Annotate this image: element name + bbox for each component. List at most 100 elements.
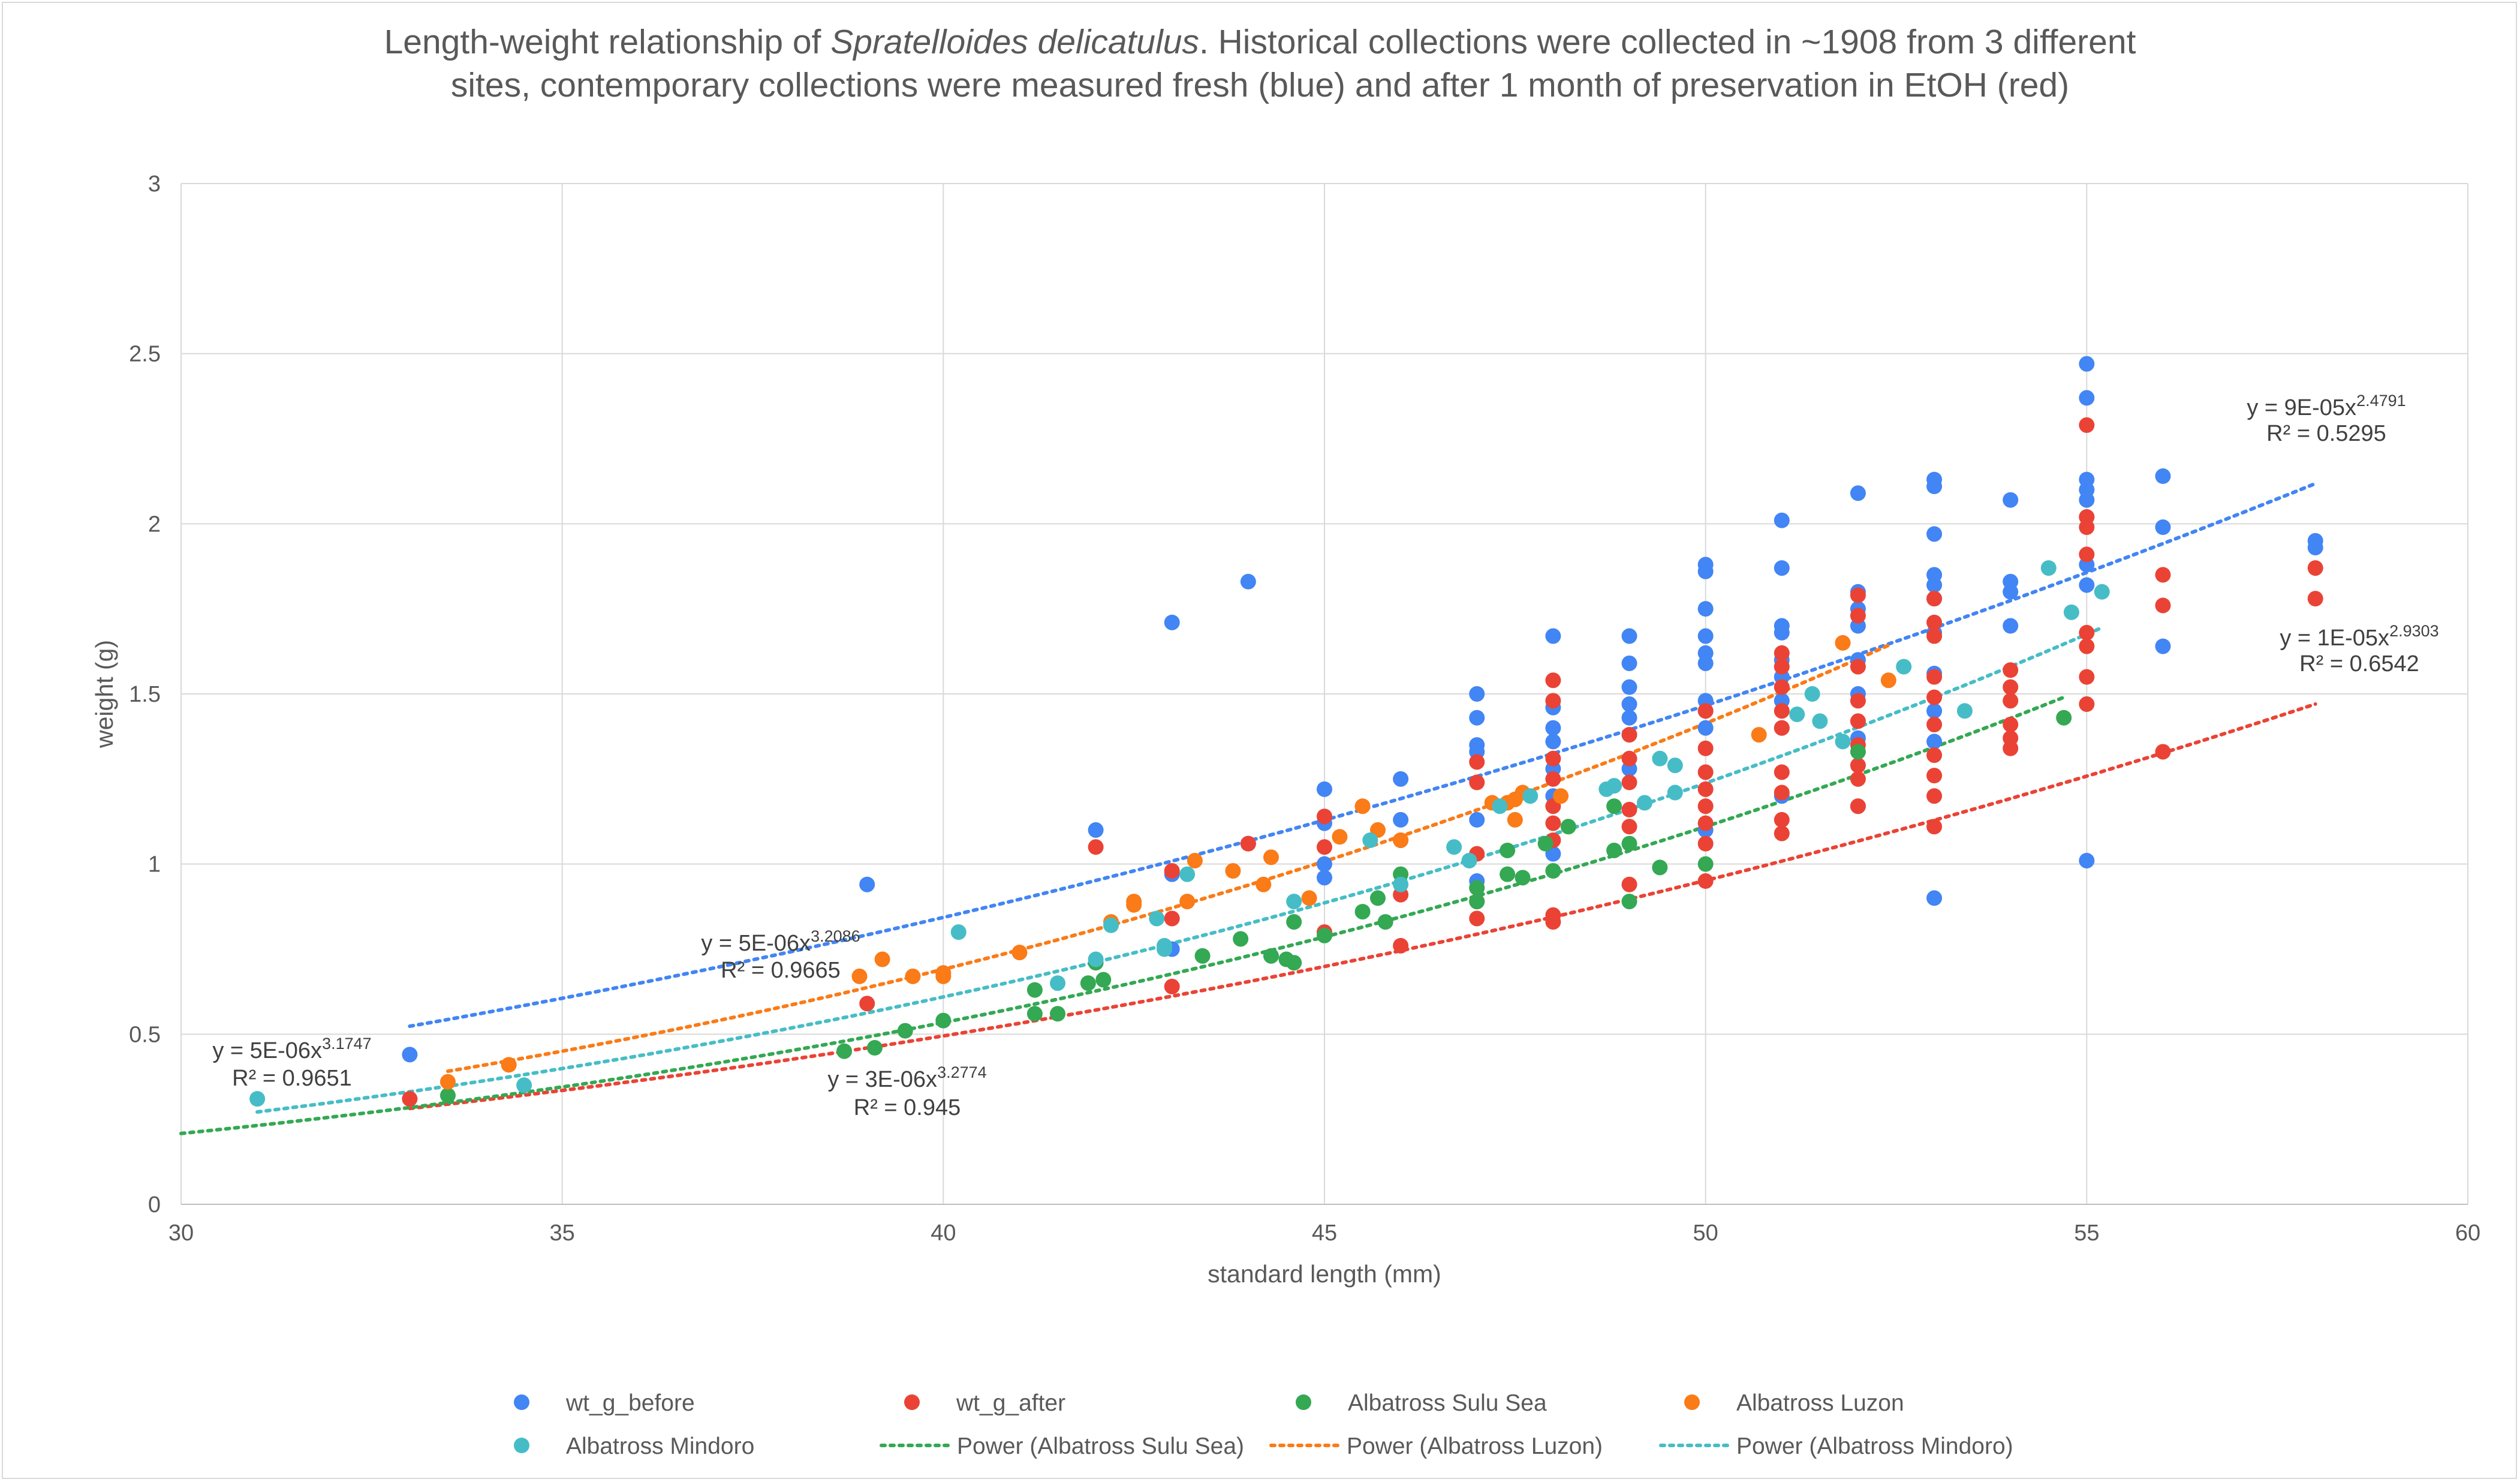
data-point [1774, 825, 1790, 841]
data-point [1469, 774, 1485, 790]
data-point [1545, 628, 1561, 644]
data-point [1240, 835, 1256, 852]
data-point [1621, 835, 1637, 852]
data-point [1621, 750, 1637, 766]
data-point [1469, 894, 1485, 910]
data-point [1354, 798, 1371, 814]
data-point [836, 1043, 853, 1059]
x-tick-label: 50 [1693, 1221, 1718, 1246]
legend-label: Albatross Sulu Sea [1348, 1390, 1547, 1416]
data-point [2155, 638, 2171, 654]
data-point [1850, 771, 1866, 787]
data-point [1545, 672, 1561, 689]
data-point [1774, 560, 1790, 576]
equation-exponent: 2.9303 [2389, 622, 2439, 640]
data-point [2003, 717, 2019, 733]
data-point [1354, 904, 1371, 920]
data-point [2003, 492, 2019, 508]
trendline-r-squared: R² = 0.5295 [2266, 421, 2386, 446]
data-point [1697, 563, 1714, 579]
data-point [1926, 819, 1943, 835]
data-point [859, 996, 875, 1012]
equation-base: y = 5E-06x [701, 931, 811, 956]
data-point [2003, 618, 2019, 634]
data-point [1393, 771, 1409, 787]
x-tick-label: 40 [931, 1221, 956, 1246]
data-point [2307, 591, 2323, 607]
data-point [1926, 768, 1943, 784]
trendline [255, 626, 2104, 1114]
data-point [2003, 740, 2019, 756]
data-point [2079, 669, 2095, 685]
data-point [1080, 975, 1096, 991]
data-point [1461, 852, 1477, 868]
equation-base: y = 9E-05x [2247, 395, 2356, 420]
data-point [1537, 835, 1553, 852]
data-point [1774, 659, 1790, 675]
legend: wt_g_before wt_g_after Albatross Sulu Sea A… [514, 1390, 2013, 1459]
trendline-equation: y = 1E-05x2.9303 [2280, 622, 2438, 651]
data-point [1774, 645, 1790, 661]
data-point [1515, 870, 1531, 886]
data-point [935, 965, 952, 981]
data-point [2079, 546, 2095, 563]
title-part-1: Length-weight relationship of [384, 23, 831, 61]
data-point [2155, 468, 2171, 484]
y-axis-title: weight (g) [91, 640, 118, 748]
data-point [1652, 750, 1668, 766]
data-point [1126, 897, 1142, 913]
data-point [1926, 703, 1943, 719]
data-point [1636, 795, 1652, 811]
equation-base: y = 5E-06x [212, 1038, 322, 1063]
trendline-equation: y = 9E-05x2.4791 [2247, 392, 2405, 420]
data-point [1088, 951, 1104, 967]
data-point [1026, 1006, 1043, 1022]
data-point [905, 968, 921, 984]
data-points [249, 356, 2323, 1107]
x-axis-title: standard length (mm) [1208, 1260, 1441, 1288]
x-tick-label: 35 [550, 1221, 575, 1246]
legend-marker [1684, 1394, 1700, 1410]
trendline-equation: y = 3E-06x3.2774 [827, 1063, 986, 1092]
data-point [1697, 798, 1714, 814]
data-point [2155, 744, 2171, 760]
data-point [1233, 931, 1249, 947]
data-point [2307, 560, 2323, 576]
data-point [2307, 540, 2323, 556]
data-point [1850, 693, 1866, 709]
data-point [1469, 880, 1485, 896]
data-point [1545, 750, 1561, 766]
data-point [1256, 876, 1272, 892]
data-point [1469, 754, 1485, 770]
data-point [1926, 614, 1943, 630]
data-point [1492, 798, 1508, 814]
data-point [950, 924, 967, 940]
data-point [1179, 866, 1196, 882]
data-point [1621, 628, 1637, 644]
data-point [1621, 819, 1637, 835]
data-point [1393, 937, 1409, 954]
data-point [1194, 948, 1211, 964]
data-point [2003, 693, 2019, 709]
chart-title-line-2: sites, contemporary collections were mea… [450, 66, 2070, 104]
data-point [1164, 863, 1180, 879]
trendline [408, 482, 2317, 1029]
data-point [1522, 788, 1539, 804]
data-point [1926, 788, 1943, 804]
data-point [1774, 720, 1790, 736]
equation-base: y = 3E-06x [827, 1067, 937, 1092]
data-point [1850, 798, 1866, 814]
data-point [851, 968, 868, 984]
x-tick-label: 60 [2455, 1221, 2480, 1246]
data-point [1187, 852, 1203, 868]
data-point [1789, 707, 1805, 723]
legend-label: Albatross Luzon [1736, 1390, 1904, 1416]
chart-title: Length-weight relationship of Spratelloi… [0, 20, 2520, 107]
data-point [1926, 689, 1943, 705]
data-point [1667, 784, 1683, 801]
x-tick-label: 55 [2074, 1221, 2099, 1246]
data-point [2155, 597, 2171, 614]
y-tick-label: 1.5 [129, 682, 161, 707]
data-point [1095, 972, 1112, 988]
